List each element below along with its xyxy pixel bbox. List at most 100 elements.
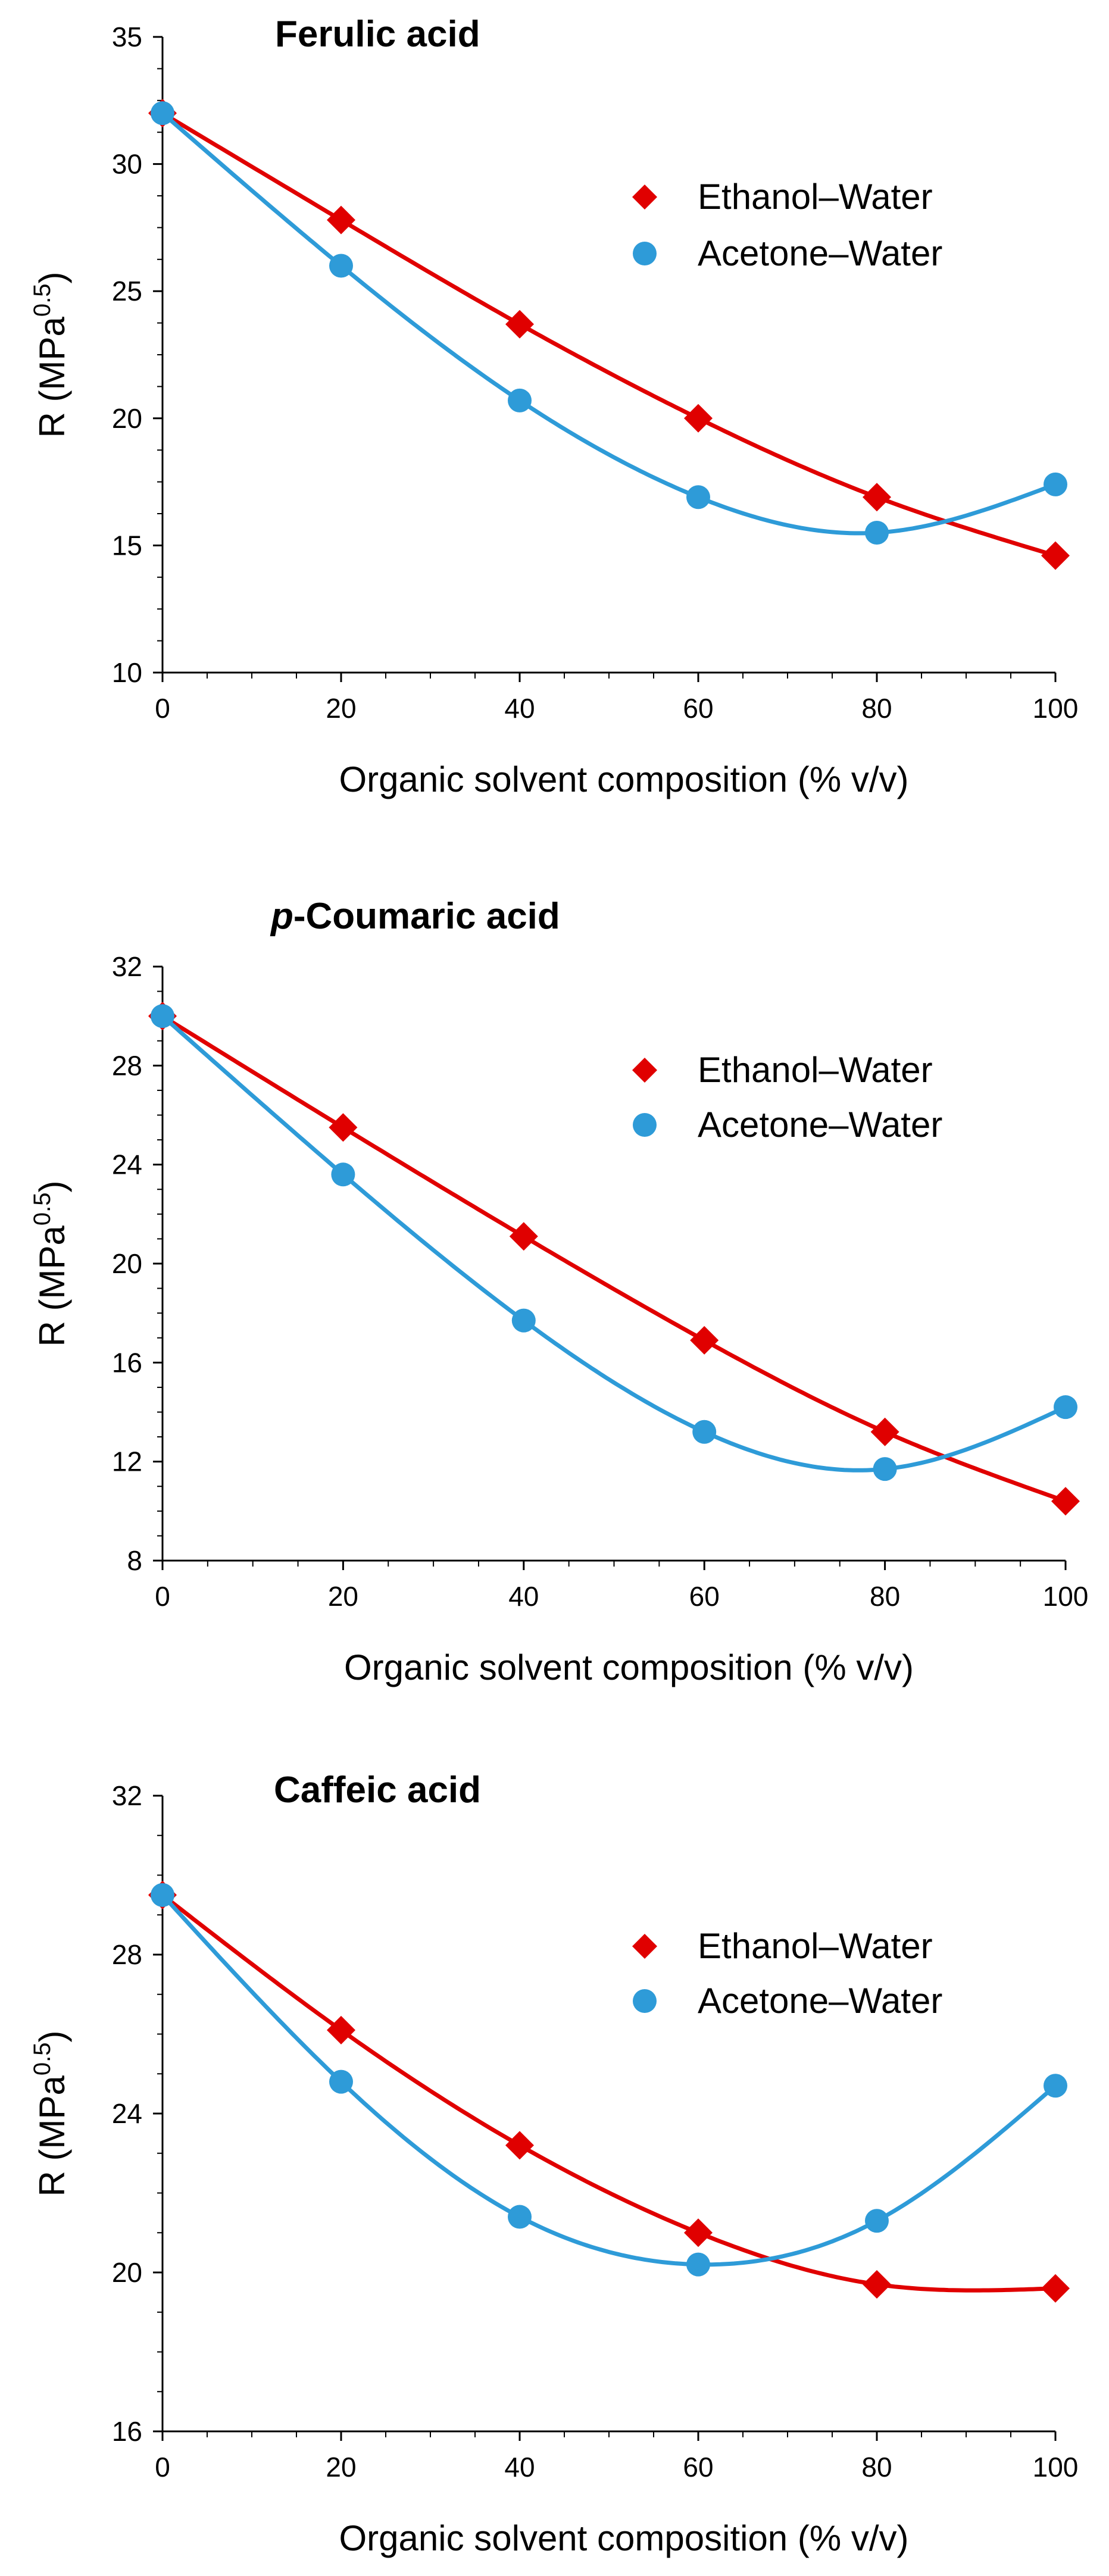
x-tick-label: 60: [689, 1581, 720, 1612]
series-point-circle: [151, 1004, 174, 1028]
y-tick-label: 16: [112, 1347, 142, 1378]
x-tick-label: 20: [326, 2452, 356, 2483]
series-point-diamond: [329, 1113, 358, 1142]
x-tick-label: 40: [504, 2452, 535, 2483]
series-point-circle: [686, 2252, 710, 2277]
series-point-circle: [1044, 472, 1067, 496]
series-point-circle: [508, 2205, 532, 2229]
legend-marker-diamond: [632, 1934, 657, 1959]
x-axis-title: Organic solvent composition (% v/v): [344, 1647, 914, 1687]
series-point-diamond: [1041, 2274, 1070, 2303]
legend-label: Ethanol–Water: [698, 177, 933, 217]
series-point-circle: [686, 485, 710, 509]
x-axis-title: Organic solvent composition (% v/v): [339, 759, 908, 799]
y-tick-label: 25: [112, 276, 142, 307]
y-axis-title-close: ): [32, 1181, 72, 1193]
legend-label: Acetone–Water: [698, 233, 942, 273]
y-tick-label: 15: [112, 530, 142, 561]
y-tick-label: 32: [112, 951, 142, 982]
y-tick-label: 20: [112, 2257, 142, 2288]
y-tick-label: 12: [112, 1446, 142, 1477]
series-point-circle: [508, 388, 532, 412]
y-tick-label: 20: [112, 403, 142, 434]
x-tick-label: 0: [155, 2452, 170, 2483]
series-point-circle: [692, 1420, 717, 1444]
series-point-circle: [329, 254, 353, 278]
series-line-1: [161, 111, 1057, 558]
series-point-circle: [329, 2069, 353, 2094]
y-axis-title: R (MPa0.5): [29, 1181, 72, 1347]
y-axis-title-close: ): [32, 272, 72, 284]
series-point-diamond: [327, 205, 355, 235]
x-tick-label: 20: [326, 693, 356, 724]
x-tick-label: 80: [870, 1581, 900, 1612]
y-tick-label: 32: [112, 1780, 142, 1811]
y-tick-label: 20: [112, 1248, 142, 1279]
series-point-circle: [873, 1457, 897, 1481]
chart-panel-2: 8 12 16 20 24 28 32 0 20 40 60 80 100 Organic solvent…: [29, 896, 1088, 1687]
x-tick-label: 60: [683, 693, 713, 724]
y-tick-label: 35: [112, 21, 142, 52]
legend-label: Ethanol–Water: [698, 1050, 933, 1090]
legend-label: Acetone–Water: [698, 1981, 942, 2021]
y-axis-title-main: R (MPa: [32, 316, 72, 437]
y-axis-title: R (MPa0.5): [29, 272, 72, 438]
series-point-circle: [1044, 2074, 1067, 2098]
chart-panel-1: 10 15 20 25 30 35 0 20 40 60 80 100 Organic solvent …: [29, 14, 1078, 799]
series-point-diamond: [690, 1325, 719, 1355]
y-tick-label: 30: [112, 149, 142, 180]
series-point-circle: [511, 1308, 536, 1333]
series-line-2: [161, 1893, 1057, 2267]
y-axis-title-close: ): [32, 2031, 72, 2043]
series-point-circle: [331, 1162, 355, 1187]
y-tick-label: 16: [112, 2416, 142, 2447]
series-point-diamond: [509, 1222, 538, 1251]
legend-marker-circle: [633, 1989, 657, 2013]
x-tick-label: 40: [508, 1581, 539, 1612]
series-point-circle: [865, 521, 889, 545]
x-tick-label: 100: [1033, 2452, 1079, 2483]
series-point-diamond: [684, 404, 713, 433]
x-tick-label: 20: [328, 1581, 358, 1612]
series-line-1: [161, 1014, 1067, 1503]
x-tick-label: 100: [1043, 1581, 1089, 1612]
y-tick-label: 28: [112, 1050, 142, 1081]
y-axis-title-exponent: 0.5: [29, 2043, 55, 2076]
y-axis-title-exponent: 0.5: [29, 284, 55, 317]
series-point-circle: [1054, 1395, 1077, 1420]
x-tick-label: 100: [1033, 693, 1079, 724]
y-axis-title: R (MPa0.5): [29, 2031, 72, 2197]
x-axis-title: Organic solvent composition (% v/v): [339, 2518, 908, 2558]
series-point-diamond: [863, 483, 891, 512]
series-point-diamond: [863, 2270, 891, 2299]
series-line-1: [161, 1893, 1056, 2293]
y-axis-title-main: R (MPa: [32, 2075, 72, 2196]
y-tick-label: 28: [112, 1939, 142, 1970]
y-tick-label: 10: [112, 657, 142, 688]
x-tick-label: 80: [861, 2452, 892, 2483]
series-point-diamond: [505, 2131, 534, 2160]
series-point-diamond: [505, 310, 534, 339]
chart-title: p-Coumaric acid: [270, 896, 560, 937]
x-tick-label: 60: [683, 2452, 713, 2483]
chart-title-text: Ferulic acid: [275, 14, 480, 55]
chart-panel-3: 16 20 24 28 32 0 20 40 60 80 100 Organic solvent co…: [29, 1770, 1078, 2558]
legend-label: Ethanol–Water: [698, 1926, 933, 1966]
x-tick-label: 0: [155, 1581, 170, 1612]
x-tick-label: 0: [155, 693, 170, 724]
series-line-2: [161, 111, 1057, 536]
x-tick-label: 80: [861, 693, 892, 724]
series-point-diamond: [684, 2218, 713, 2247]
series-point-diamond: [1041, 541, 1070, 570]
y-tick-label: 24: [112, 1149, 142, 1180]
series-point-diamond: [870, 1417, 899, 1446]
chart-title-text: Caffeic acid: [274, 1770, 481, 1811]
y-tick-label: 8: [127, 1545, 142, 1576]
series-point-circle: [151, 1883, 174, 1907]
series-point-diamond: [327, 2015, 355, 2044]
y-tick-label: 24: [112, 2098, 142, 2129]
y-axis-title-main: R (MPa: [32, 1225, 72, 1346]
series-point-circle: [151, 101, 174, 126]
chart-title: Caffeic acid: [274, 1770, 481, 1811]
